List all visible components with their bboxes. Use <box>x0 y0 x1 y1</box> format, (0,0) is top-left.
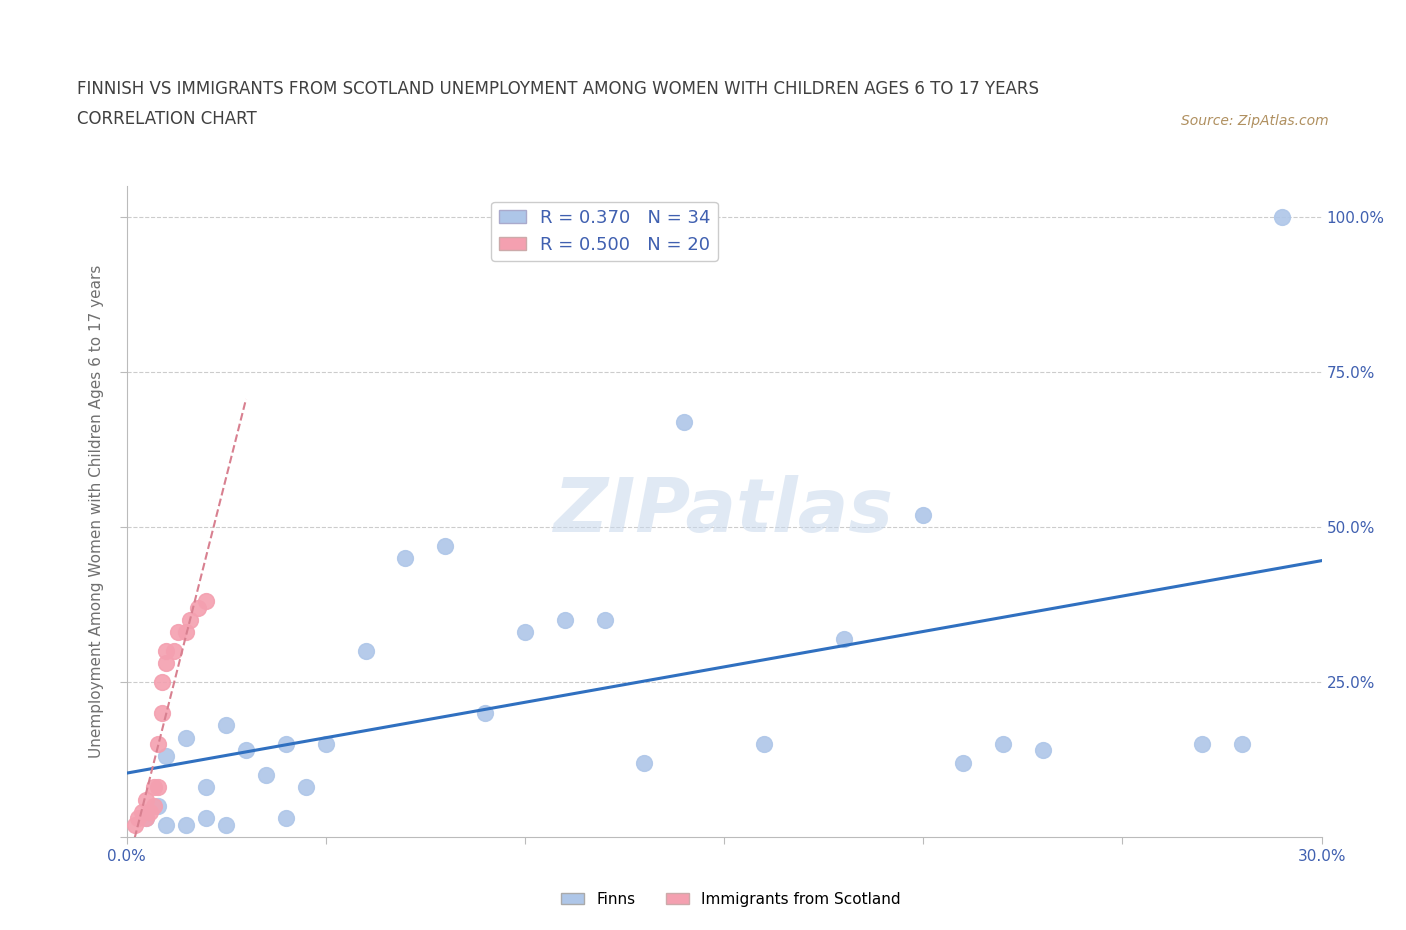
Y-axis label: Unemployment Among Women with Children Ages 6 to 17 years: Unemployment Among Women with Children A… <box>89 265 104 758</box>
Point <box>513 625 536 640</box>
Point <box>1271 209 1294 224</box>
Point <box>135 811 157 826</box>
Point <box>294 780 316 795</box>
Point <box>139 804 162 819</box>
Point <box>254 767 277 782</box>
Point <box>274 811 297 826</box>
Text: FINNISH VS IMMIGRANTS FROM SCOTLAND UNEMPLOYMENT AMONG WOMEN WITH CHILDREN AGES : FINNISH VS IMMIGRANTS FROM SCOTLAND UNEM… <box>77 80 1039 98</box>
Point <box>195 811 218 826</box>
Legend: Finns, Immigrants from Scotland: Finns, Immigrants from Scotland <box>555 886 907 913</box>
Point <box>554 613 576 628</box>
Point <box>195 594 218 609</box>
Point <box>174 730 197 745</box>
Point <box>1191 737 1213 751</box>
Point <box>187 600 209 615</box>
Point <box>235 743 257 758</box>
Point <box>124 817 146 832</box>
Point <box>155 817 177 832</box>
Point <box>127 811 149 826</box>
Point <box>163 644 186 658</box>
Point <box>179 613 201 628</box>
Point <box>135 811 157 826</box>
Point <box>991 737 1014 751</box>
Point <box>148 780 170 795</box>
Point <box>174 625 197 640</box>
Point <box>135 792 157 807</box>
Text: CORRELATION CHART: CORRELATION CHART <box>77 111 257 128</box>
Point <box>912 507 935 522</box>
Point <box>752 737 775 751</box>
Point <box>155 644 177 658</box>
Point <box>148 799 170 814</box>
Point <box>354 644 377 658</box>
Point <box>1032 743 1054 758</box>
Point <box>150 706 174 721</box>
Point <box>155 656 177 671</box>
Point <box>394 551 416 565</box>
Point <box>274 737 297 751</box>
Point <box>474 706 496 721</box>
Point <box>673 414 696 429</box>
Point <box>633 755 655 770</box>
Point <box>832 631 855 646</box>
Point <box>131 804 153 819</box>
Point <box>593 613 616 628</box>
Point <box>167 625 190 640</box>
Point <box>143 780 166 795</box>
Point <box>434 538 457 553</box>
Point <box>215 817 238 832</box>
Point <box>155 749 177 764</box>
Point <box>148 737 170 751</box>
Point <box>174 817 197 832</box>
Point <box>215 718 238 733</box>
Point <box>952 755 974 770</box>
Point <box>1230 737 1253 751</box>
Point <box>315 737 337 751</box>
Point <box>150 674 174 689</box>
Point <box>195 780 218 795</box>
Text: Source: ZipAtlas.com: Source: ZipAtlas.com <box>1181 114 1329 128</box>
Legend: R = 0.370   N = 34, R = 0.500   N = 20: R = 0.370 N = 34, R = 0.500 N = 20 <box>491 202 718 261</box>
Point <box>143 799 166 814</box>
Text: ZIPatlas: ZIPatlas <box>554 475 894 548</box>
